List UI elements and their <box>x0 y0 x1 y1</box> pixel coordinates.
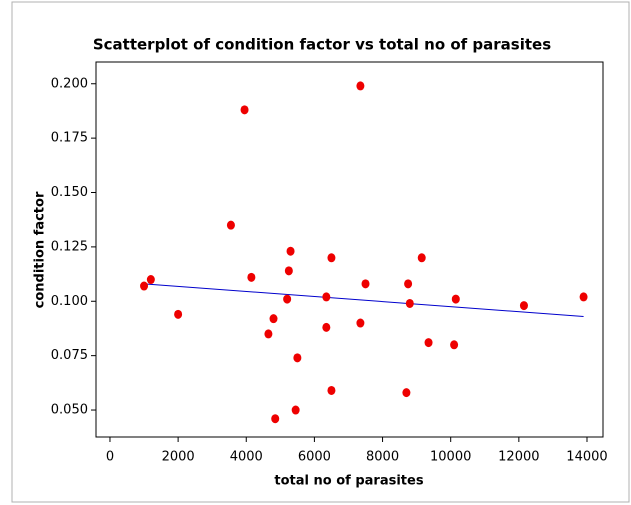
x-tick-label: 14000 <box>566 450 607 465</box>
point <box>269 314 278 324</box>
point <box>451 294 460 304</box>
y-tick-label: 0.050 <box>51 403 88 418</box>
y-axis-label: condition factor <box>33 191 48 308</box>
point <box>140 281 149 291</box>
x-axis-label: total no of parasites <box>274 474 423 489</box>
point <box>579 292 588 302</box>
point <box>405 298 414 308</box>
fit-line <box>144 283 584 317</box>
plot-frame <box>95 61 604 438</box>
point <box>283 294 292 304</box>
y-tick-label: 0.150 <box>51 185 88 200</box>
point <box>264 329 273 339</box>
point <box>226 220 235 230</box>
point <box>402 388 411 398</box>
point <box>286 246 295 256</box>
point <box>293 353 302 363</box>
x-tick-label: 12000 <box>498 450 539 465</box>
point <box>327 253 336 263</box>
point <box>271 414 280 424</box>
point <box>322 292 331 302</box>
y-tick-label: 0.175 <box>51 131 88 146</box>
figure-frame <box>11 1 630 503</box>
point <box>356 318 365 328</box>
point <box>284 266 293 276</box>
chart-title: Scatterplot of condition factor vs total… <box>93 36 551 54</box>
y-tick-label: 0.100 <box>51 294 88 309</box>
point <box>322 322 331 332</box>
point <box>361 279 370 289</box>
point <box>356 81 365 91</box>
point <box>240 105 249 115</box>
point <box>291 405 300 415</box>
x-tick-label: 4000 <box>230 450 263 465</box>
point <box>450 340 459 350</box>
point <box>247 272 256 282</box>
x-tick-label: 2000 <box>162 450 195 465</box>
point <box>404 279 413 289</box>
point <box>174 309 183 319</box>
point <box>146 275 155 285</box>
point <box>327 385 336 395</box>
x-tick-label: 0 <box>106 450 114 465</box>
x-tick-label: 6000 <box>298 450 331 465</box>
x-tick-label: 10000 <box>430 450 471 465</box>
y-tick-label: 0.125 <box>51 239 88 254</box>
x-tick-label: 8000 <box>366 450 399 465</box>
point <box>519 301 528 311</box>
point <box>417 253 426 263</box>
point <box>424 338 433 348</box>
y-tick-label: 0.075 <box>51 348 88 363</box>
y-tick-label: 0.200 <box>51 76 88 91</box>
